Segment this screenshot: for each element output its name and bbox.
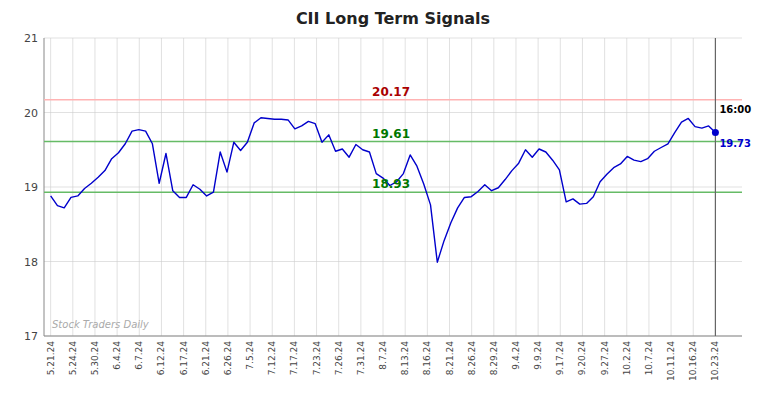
- x-tick-label: 8.26.24: [467, 341, 477, 376]
- x-tick-label: 10.7.24: [644, 341, 654, 376]
- grid-line: [626, 38, 627, 336]
- grid-line: [50, 38, 51, 336]
- grid-line: [338, 38, 339, 336]
- x-tick-label: 9.20.24: [577, 341, 587, 376]
- grid-line: [360, 38, 361, 336]
- grid-line: [715, 38, 716, 336]
- grid-line: [205, 38, 206, 336]
- grid-line: [316, 38, 317, 336]
- grid-line: [227, 38, 228, 336]
- y-tick-label: 18: [24, 256, 38, 269]
- x-tick-label: 9.9.24: [533, 341, 543, 370]
- grid-line: [560, 38, 561, 336]
- grid-line: [44, 336, 742, 337]
- x-tick-label: 7.23.24: [312, 341, 322, 376]
- title: CII Long Term Signals: [296, 9, 490, 28]
- x-tick-label: 6.21.24: [201, 341, 211, 376]
- grid-line: [44, 261, 742, 262]
- x-tick-label: 6.26.24: [223, 341, 233, 376]
- grid-line: [427, 38, 428, 336]
- x-tick-label: 9.27.24: [600, 341, 610, 376]
- grid-line: [44, 112, 742, 113]
- x-tick-label: 7.31.24: [356, 341, 366, 376]
- watermark: Stock Traders Daily: [52, 319, 150, 330]
- grid-line: [72, 38, 73, 336]
- y-tick-label: 17: [24, 330, 38, 343]
- grid-line: [44, 38, 742, 39]
- grid-line: [493, 38, 494, 336]
- plot-area: [44, 38, 742, 336]
- y-tick-label: 20: [24, 107, 38, 120]
- last-vline: [715, 38, 716, 336]
- x-tick-label: 9.4.24: [511, 341, 521, 370]
- signal-label: 18.93: [372, 177, 410, 191]
- chart: CII Long Term Signals 17 18 19 20 21 5.21.24 5.…: [0, 0, 784, 398]
- grid-line: [161, 38, 162, 336]
- x-tick-label: 8.21.24: [445, 341, 455, 376]
- signal-line: [44, 141, 742, 143]
- grid-line: [117, 38, 118, 336]
- last-point: [712, 129, 719, 136]
- grid-line: [604, 38, 605, 336]
- x-tick-label: 7.17.24: [289, 341, 299, 376]
- grid-line: [693, 38, 694, 336]
- signal-line: [44, 99, 742, 101]
- y-tick-label: 19: [24, 181, 38, 194]
- x-tick-label: 5.30.24: [90, 341, 100, 376]
- x-tick-label: 8.16.24: [422, 341, 432, 376]
- background: [0, 0, 784, 398]
- x-tick-label: 10.11.24: [666, 341, 676, 381]
- grid-line: [671, 38, 672, 336]
- grid-line: [139, 38, 140, 336]
- grid-line: [250, 38, 251, 336]
- y-axis: [44, 38, 45, 336]
- x-tick-label: 10.2.24: [622, 341, 632, 376]
- x-tick-label: 5.24.24: [68, 341, 78, 376]
- x-tick-label: 7.26.24: [334, 341, 344, 376]
- x-tick-label: 6.17.24: [179, 341, 189, 376]
- grid-line: [449, 38, 450, 336]
- x-tick-label: 6.7.24: [134, 341, 144, 370]
- grid: [44, 38, 742, 336]
- x-tick-label: 5.21.24: [46, 341, 56, 376]
- grid-line: [94, 38, 95, 336]
- grid-line: [648, 38, 649, 336]
- grid-line: [515, 38, 516, 336]
- grid-line: [294, 38, 295, 336]
- x-tick-label: 8.13.24: [400, 341, 410, 376]
- grid-line: [183, 38, 184, 336]
- signal-line: [44, 191, 742, 193]
- grid-line: [538, 38, 539, 336]
- x-tick-label: 10.16.24: [688, 341, 698, 381]
- x-tick-label: 8.29.24: [489, 341, 499, 376]
- grid-line: [582, 38, 583, 336]
- y-tick-label: 21: [24, 32, 38, 45]
- last-price-label: 19.73: [719, 138, 751, 149]
- x-axis: [44, 336, 742, 337]
- x-tick-label: 9.17.24: [555, 341, 565, 376]
- signal-label: 20.17: [372, 85, 410, 99]
- last-time-label: 16:00: [719, 104, 751, 115]
- grid-line: [471, 38, 472, 336]
- x-tick-label: 6.12.24: [156, 341, 166, 376]
- x-tick-label: 8.7.24: [378, 341, 388, 370]
- x-tick-label: 6.4.24: [112, 341, 122, 370]
- x-tick-label: 7.12.24: [267, 341, 277, 376]
- x-tick-label: 10.23.24: [710, 341, 720, 381]
- grid-line: [272, 38, 273, 336]
- signal-label: 19.61: [372, 127, 410, 141]
- x-tick-label: 7.5.24: [245, 341, 255, 370]
- price-line: [51, 118, 716, 263]
